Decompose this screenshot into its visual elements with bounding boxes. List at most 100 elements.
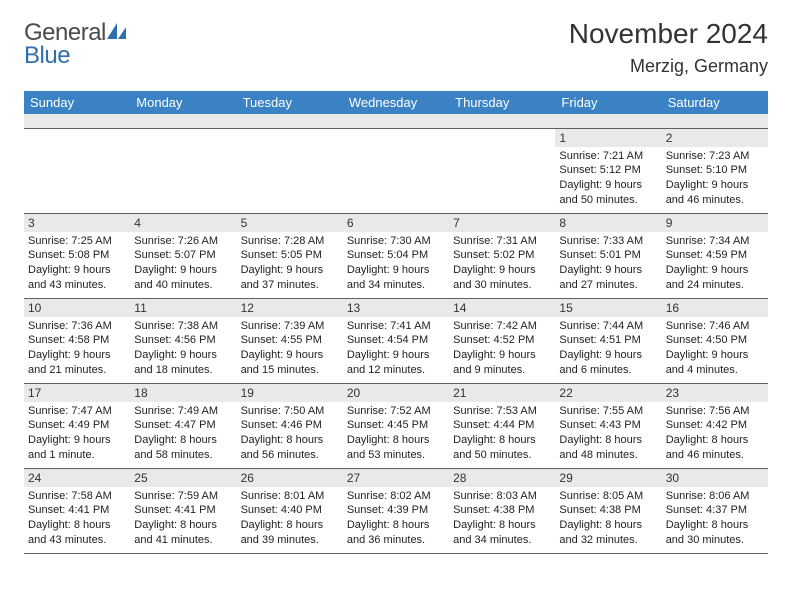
day-number: 21 <box>449 384 555 402</box>
weekday-header: Friday <box>555 91 661 114</box>
brand-part2: Blue <box>24 42 70 69</box>
day-number: 22 <box>555 384 661 402</box>
day-number: 7 <box>449 214 555 232</box>
calendar-cell: 9 Sunrise: 7:34 AMSunset: 4:59 PMDaylight… <box>662 213 768 298</box>
day-info: Sunrise: 7:38 AMSunset: 4:56 PMDaylight:… <box>134 319 232 378</box>
day-number: 28 <box>449 469 555 487</box>
day-info: Sunrise: 7:25 AMSunset: 5:08 PMDaylight:… <box>28 234 126 293</box>
day-info: Sunrise: 7:46 AMSunset: 4:50 PMDaylight:… <box>666 319 764 378</box>
calendar-cell: 28 Sunrise: 8:03 AMSunset: 4:38 PMDayligh… <box>449 468 555 553</box>
day-number: 1 <box>555 129 661 147</box>
calendar-cell: 22 Sunrise: 7:55 AMSunset: 4:43 PMDayligh… <box>555 383 661 468</box>
title-block: November 2024 Merzig, Germany <box>569 18 768 77</box>
calendar-cell <box>343 128 449 213</box>
header: General Blue November 2024 Merzig, Germa… <box>24 18 768 77</box>
day-number: 26 <box>237 469 343 487</box>
calendar-cell: 14 Sunrise: 7:42 AMSunset: 4:52 PMDayligh… <box>449 298 555 383</box>
day-info: Sunrise: 7:49 AMSunset: 4:47 PMDaylight:… <box>134 404 232 463</box>
day-number: 20 <box>343 384 449 402</box>
calendar-table: SundayMondayTuesdayWednesdayThursdayFrid… <box>24 91 768 554</box>
calendar-cell: 20 Sunrise: 7:52 AMSunset: 4:45 PMDayligh… <box>343 383 449 468</box>
day-info: Sunrise: 7:53 AMSunset: 4:44 PMDaylight:… <box>453 404 551 463</box>
calendar-cell <box>449 128 555 213</box>
calendar-cell: 18 Sunrise: 7:49 AMSunset: 4:47 PMDayligh… <box>130 383 236 468</box>
day-number: 25 <box>130 469 236 487</box>
calendar-cell: 15Sunrise: 7:44 AMSunset: 4:51 PMDayligh… <box>555 298 661 383</box>
day-info: Sunrise: 8:06 AMSunset: 4:37 PMDaylight:… <box>666 489 764 548</box>
calendar-cell: 7Sunrise: 7:31 AMSunset: 5:02 PMDaylight… <box>449 213 555 298</box>
day-info: Sunrise: 7:23 AMSunset: 5:10 PMDaylight:… <box>666 149 764 208</box>
day-info: Sunrise: 7:41 AMSunset: 4:54 PMDaylight:… <box>347 319 445 378</box>
day-info: Sunrise: 8:01 AMSunset: 4:40 PMDaylight:… <box>241 489 339 548</box>
day-number: 19 <box>237 384 343 402</box>
day-number: 23 <box>662 384 768 402</box>
day-number: 10 <box>24 299 130 317</box>
calendar-cell: 10Sunrise: 7:36 AMSunset: 4:58 PMDayligh… <box>24 298 130 383</box>
day-info: Sunrise: 7:42 AMSunset: 4:52 PMDaylight:… <box>453 319 551 378</box>
day-info: Sunrise: 7:33 AMSunset: 5:01 PMDaylight:… <box>559 234 657 293</box>
day-number: 5 <box>237 214 343 232</box>
day-number: 14 <box>449 299 555 317</box>
day-info: Sunrise: 8:02 AMSunset: 4:39 PMDaylight:… <box>347 489 445 548</box>
day-number: 17 <box>24 384 130 402</box>
day-info: Sunrise: 7:26 AMSunset: 5:07 PMDaylight:… <box>134 234 232 293</box>
calendar-cell: 8 Sunrise: 7:33 AMSunset: 5:01 PMDaylight… <box>555 213 661 298</box>
calendar-cell: 6 Sunrise: 7:30 AMSunset: 5:04 PMDaylight… <box>343 213 449 298</box>
day-info: Sunrise: 7:55 AMSunset: 4:43 PMDaylight:… <box>559 404 657 463</box>
calendar-cell: 19 Sunrise: 7:50 AMSunset: 4:46 PMDayligh… <box>237 383 343 468</box>
weekday-header: Monday <box>130 91 236 114</box>
day-info: Sunrise: 7:50 AMSunset: 4:46 PMDaylight:… <box>241 404 339 463</box>
weekday-header: Wednesday <box>343 91 449 114</box>
calendar-cell: 30 Sunrise: 8:06 AMSunset: 4:37 PMDayligh… <box>662 468 768 553</box>
page-title: November 2024 <box>569 18 768 50</box>
calendar-cell: 1Sunrise: 7:21 AMSunset: 5:12 PMDaylight… <box>555 128 661 213</box>
day-info: Sunrise: 7:52 AMSunset: 4:45 PMDaylight:… <box>347 404 445 463</box>
calendar-cell: 29Sunrise: 8:05 AMSunset: 4:38 PMDayligh… <box>555 468 661 553</box>
weekday-header: Saturday <box>662 91 768 114</box>
day-info: Sunrise: 7:34 AMSunset: 4:59 PMDaylight:… <box>666 234 764 293</box>
day-number: 6 <box>343 214 449 232</box>
day-info: Sunrise: 7:44 AMSunset: 4:51 PMDaylight:… <box>559 319 657 378</box>
calendar-cell: 5Sunrise: 7:28 AMSunset: 5:05 PMDaylight… <box>237 213 343 298</box>
calendar-cell: 12Sunrise: 7:39 AMSunset: 4:55 PMDayligh… <box>237 298 343 383</box>
calendar-cell: 25 Sunrise: 7:59 AMSunset: 4:41 PMDayligh… <box>130 468 236 553</box>
day-number: 3 <box>24 214 130 232</box>
calendar-head: SundayMondayTuesdayWednesdayThursdayFrid… <box>24 91 768 114</box>
sail-icon <box>106 22 128 40</box>
day-number: 9 <box>662 214 768 232</box>
weekday-header: Thursday <box>449 91 555 114</box>
calendar-cell: 4 Sunrise: 7:26 AMSunset: 5:07 PMDaylight… <box>130 213 236 298</box>
day-info: Sunrise: 7:56 AMSunset: 4:42 PMDaylight:… <box>666 404 764 463</box>
day-info: Sunrise: 7:30 AMSunset: 5:04 PMDaylight:… <box>347 234 445 293</box>
calendar-cell: 2 Sunrise: 7:23 AMSunset: 5:10 PMDaylight… <box>662 128 768 213</box>
day-number: 13 <box>343 299 449 317</box>
calendar-cell: 24Sunrise: 7:58 AMSunset: 4:41 PMDayligh… <box>24 468 130 553</box>
calendar-cell <box>237 128 343 213</box>
calendar-cell: 17Sunrise: 7:47 AMSunset: 4:49 PMDayligh… <box>24 383 130 468</box>
calendar-cell: 26 Sunrise: 8:01 AMSunset: 4:40 PMDayligh… <box>237 468 343 553</box>
calendar-cell: 23 Sunrise: 7:56 AMSunset: 4:42 PMDayligh… <box>662 383 768 468</box>
calendar-cell: 13 Sunrise: 7:41 AMSunset: 4:54 PMDayligh… <box>343 298 449 383</box>
day-number: 16 <box>662 299 768 317</box>
calendar-cell: 3 Sunrise: 7:25 AMSunset: 5:08 PMDaylight… <box>24 213 130 298</box>
calendar-cell: 11Sunrise: 7:38 AMSunset: 4:56 PMDayligh… <box>130 298 236 383</box>
day-number: 4 <box>130 214 236 232</box>
day-info: Sunrise: 8:03 AMSunset: 4:38 PMDaylight:… <box>453 489 551 548</box>
spacer <box>24 114 768 128</box>
brand-logo: General Blue <box>24 18 128 68</box>
day-number: 18 <box>130 384 236 402</box>
calendar-cell: 16 Sunrise: 7:46 AMSunset: 4:50 PMDayligh… <box>662 298 768 383</box>
day-number: 2 <box>662 129 768 147</box>
calendar-cell <box>130 128 236 213</box>
location: Merzig, Germany <box>569 56 768 77</box>
day-info: Sunrise: 7:39 AMSunset: 4:55 PMDaylight:… <box>241 319 339 378</box>
calendar-body: 1Sunrise: 7:21 AMSunset: 5:12 PMDaylight… <box>24 114 768 553</box>
day-number: 24 <box>24 469 130 487</box>
day-info: Sunrise: 7:59 AMSunset: 4:41 PMDaylight:… <box>134 489 232 548</box>
day-number: 30 <box>662 469 768 487</box>
calendar-cell: 21 Sunrise: 7:53 AMSunset: 4:44 PMDayligh… <box>449 383 555 468</box>
day-number: 29 <box>555 469 661 487</box>
day-number: 8 <box>555 214 661 232</box>
weekday-header: Sunday <box>24 91 130 114</box>
calendar-cell <box>24 128 130 213</box>
